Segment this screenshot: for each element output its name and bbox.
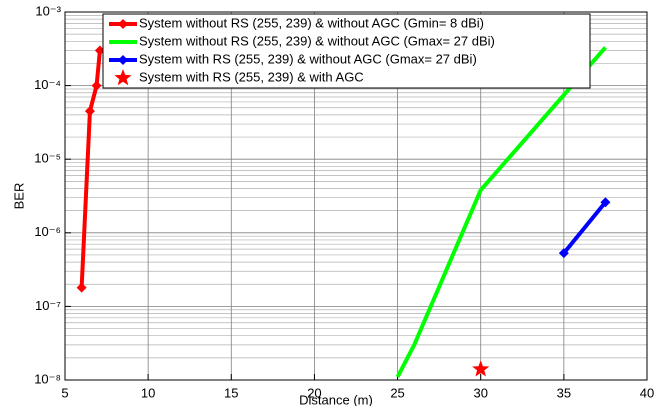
x-tick-label: 35 xyxy=(557,385,571,400)
legend-label: System without RS (255, 239) & without A… xyxy=(139,33,495,48)
marker xyxy=(600,197,611,208)
marker xyxy=(84,106,95,117)
legend-box xyxy=(102,13,591,89)
x-tick-label: 20 xyxy=(307,385,321,400)
y-tick-label: 10⁻⁵ xyxy=(34,151,61,166)
legend-label: System without RS (255, 239) & without A… xyxy=(139,15,484,30)
marker xyxy=(76,282,87,293)
x-tick-label: 40 xyxy=(640,385,654,400)
x-tick-label: 25 xyxy=(390,385,404,400)
x-axis-label: Distance (m) xyxy=(299,392,373,406)
marker xyxy=(94,45,105,56)
plot-frame xyxy=(64,11,648,381)
x-tick-label: 10 xyxy=(141,385,155,400)
x-tick-label: 5 xyxy=(61,385,68,400)
series-line xyxy=(395,46,607,378)
series-line xyxy=(562,200,607,255)
marker xyxy=(91,80,102,91)
y-axis-label: BER xyxy=(11,183,26,210)
marker xyxy=(118,55,128,65)
marker xyxy=(472,360,490,377)
legend-label: System with RS (255, 239) & without AGC … xyxy=(139,51,477,66)
y-tick-label: 10⁻³ xyxy=(35,3,61,18)
x-tick-label: 15 xyxy=(224,385,238,400)
legend-label: System with RS (255, 239) & with AGC xyxy=(139,69,364,84)
y-tick-label: 10⁻⁶ xyxy=(34,224,61,239)
y-tick-label: 10⁻⁷ xyxy=(35,298,61,313)
marker xyxy=(114,69,132,86)
marker xyxy=(118,19,128,29)
marker xyxy=(558,248,569,259)
y-tick-label: 10⁻⁸ xyxy=(34,371,61,386)
series-line xyxy=(79,50,102,288)
y-tick-label: 10⁻⁴ xyxy=(34,77,61,92)
x-tick-label: 30 xyxy=(473,385,487,400)
